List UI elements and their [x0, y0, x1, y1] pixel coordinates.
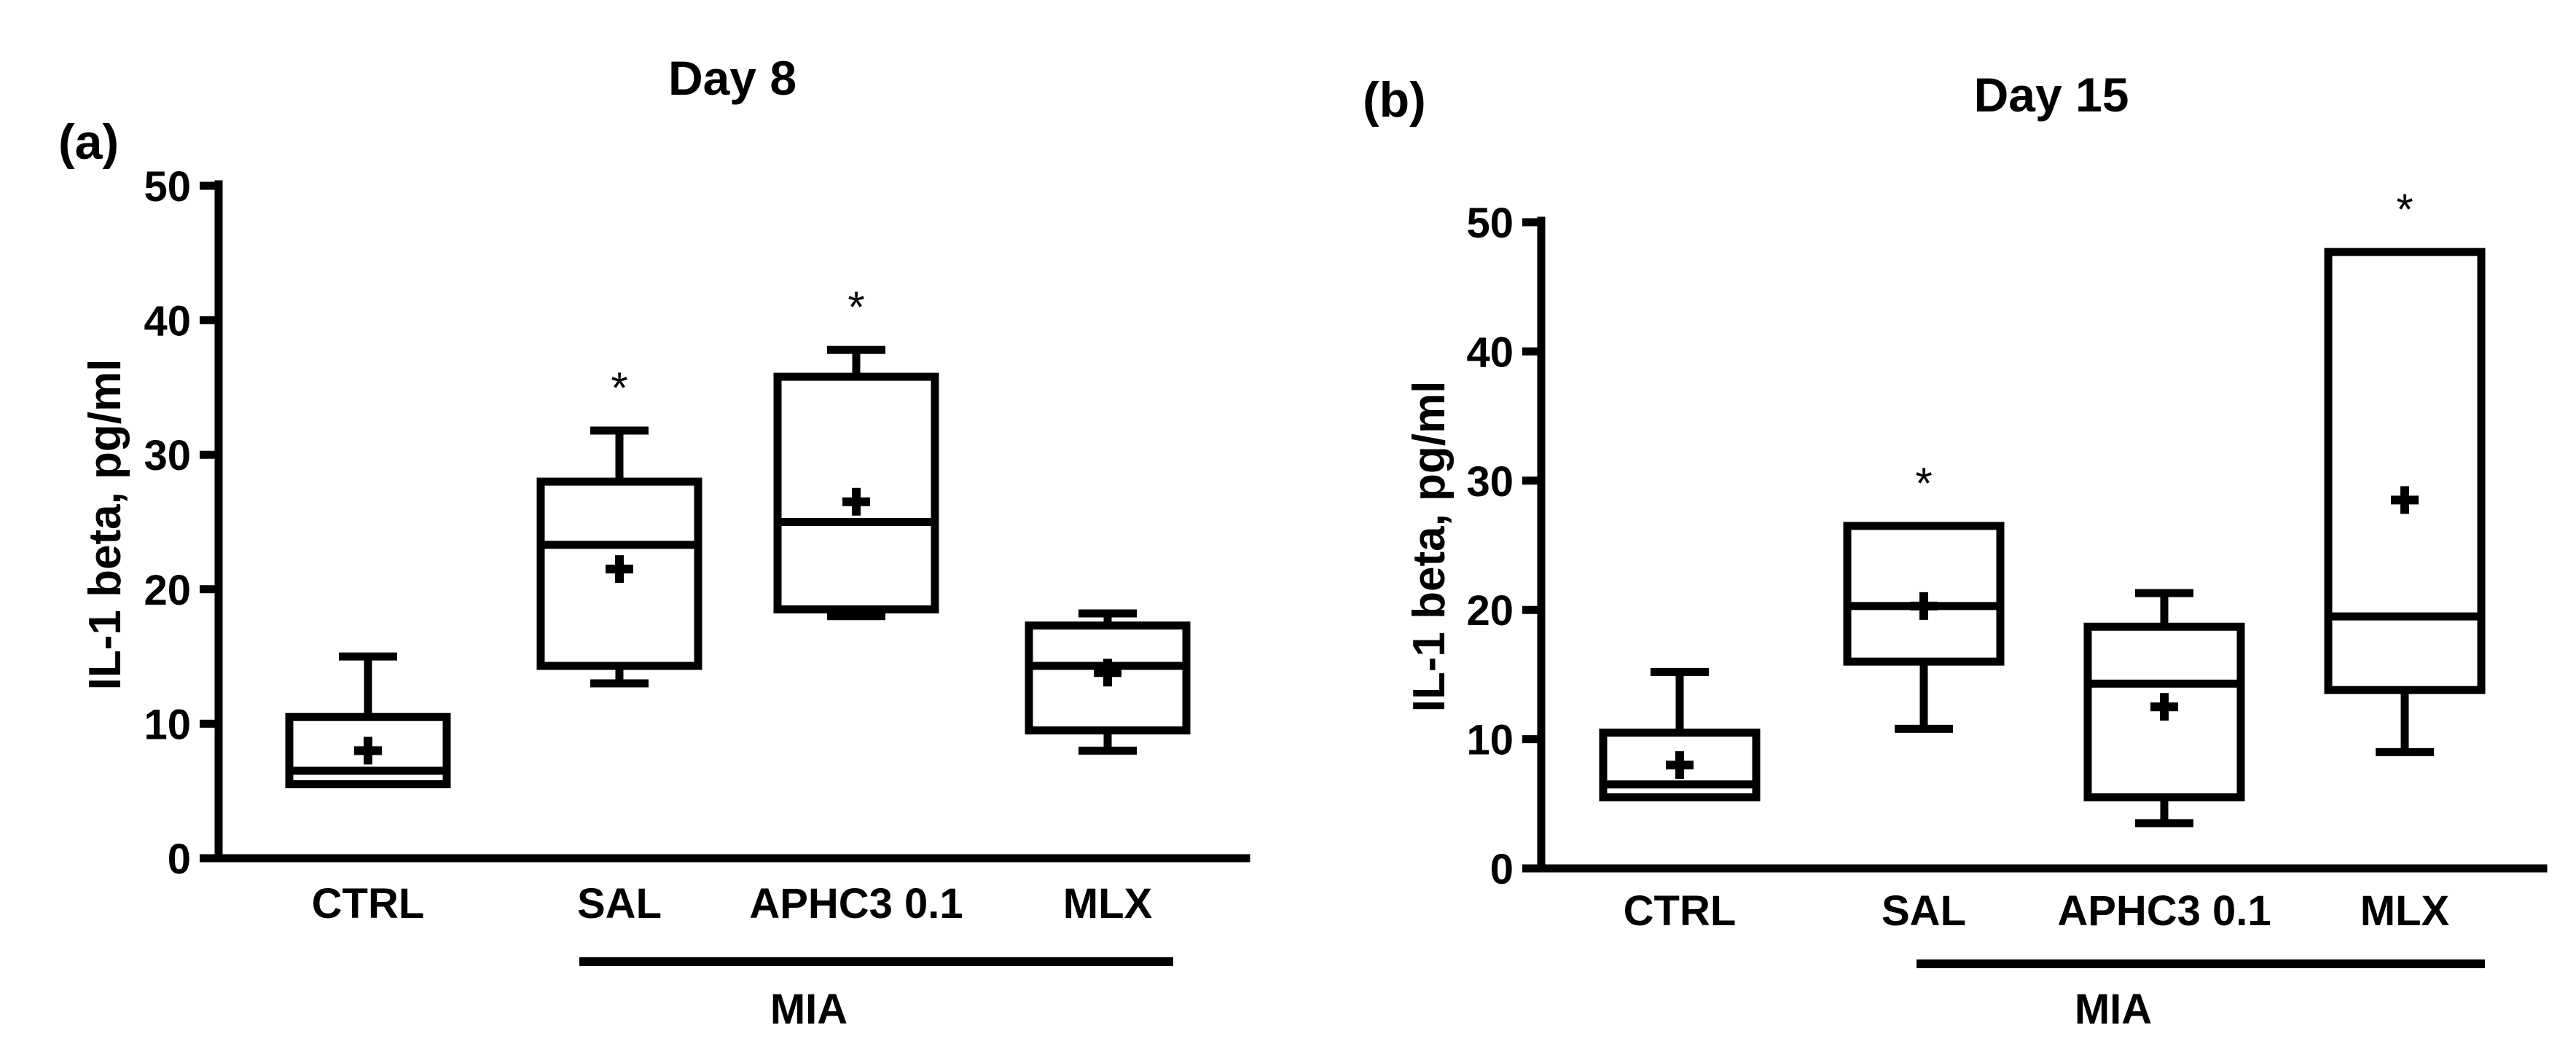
y-tick-label: 0 [1490, 846, 1514, 893]
box-aphc3-0-1 [2083, 589, 2245, 828]
x-tick-label: SAL [577, 880, 662, 927]
box-ctrl [285, 652, 451, 788]
y-tick-label: 20 [1466, 587, 1514, 635]
chart-title: Day 15 [1974, 68, 2129, 122]
y-tick-label: 30 [1466, 458, 1514, 506]
x-tick-label: SAL [1882, 887, 1966, 935]
y-tick-label: 40 [144, 298, 191, 345]
box-aphc3-0-1: * [773, 283, 939, 621]
box-ctrl [1599, 667, 1761, 801]
y-tick-label: 40 [1466, 329, 1514, 376]
y-tick-label: 0 [168, 836, 191, 883]
y-tick-label: 10 [1466, 717, 1514, 764]
box-sal: * [536, 364, 702, 688]
box-iqr [773, 372, 939, 613]
x-tick-labels: CTRL SAL APHC3 0.1 MLX [312, 880, 1153, 927]
group-label: MIA [2075, 986, 2152, 1033]
y-tick-label: 30 [144, 432, 191, 479]
x-tick-label: MLX [1063, 880, 1153, 927]
x-tick-label: APHC3 0.1 [749, 880, 963, 927]
mean-marker [842, 487, 870, 516]
box-mlx: * [2324, 185, 2486, 756]
x-tick-label: APHC3 0.1 [2057, 887, 2271, 935]
y-tick-label: 10 [144, 701, 191, 748]
y-axis-label: IL-1 beta, pg/ml [80, 359, 130, 691]
box-mlx [1025, 609, 1191, 755]
x-tick-label: CTRL [1624, 887, 1737, 935]
chart-title: Day 8 [668, 51, 796, 105]
box-iqr [2324, 248, 2486, 694]
y-tick-label: 20 [144, 567, 191, 614]
significance-marker: * [611, 364, 627, 412]
box-series: ** [1599, 185, 2486, 828]
mean-marker [354, 737, 382, 765]
axes: 0 10 20 30 40 50 [1466, 200, 2548, 968]
axes: 0 10 20 30 40 50 [144, 163, 1250, 966]
y-axis-label: IL-1 beta, pg/ml [1404, 381, 1455, 712]
mean-marker [606, 555, 633, 584]
panel-b: (b) Day 15 IL-1 beta, pg/ml 01020304050 … [1363, 68, 2548, 1033]
mean-marker [2391, 486, 2419, 514]
panel-label: (a) [58, 114, 119, 170]
mean-marker [2150, 693, 2178, 721]
significance-marker: * [1915, 459, 1932, 508]
significance-marker: * [2396, 185, 2413, 234]
box-sal: * [1843, 459, 2005, 733]
x-tick-label: MLX [2360, 887, 2450, 935]
mean-marker [1094, 659, 1121, 687]
significance-marker: * [847, 283, 864, 331]
y-tick-label: 50 [144, 163, 191, 211]
group-label: MIA [770, 986, 847, 1033]
y-tick-label: 50 [1466, 200, 1514, 247]
box-series: ** [285, 283, 1191, 788]
x-tick-label: CTRL [312, 880, 425, 927]
mean-marker [1666, 751, 1694, 780]
panel-label: (b) [1363, 72, 1426, 127]
x-tick-labels: CTRL SAL APHC3 0.1 MLX [1624, 887, 2450, 935]
panel-a: (a) Day 8 IL-1 beta, pg/ml 0 10 20 30 40 50 *… [58, 51, 1250, 1033]
mean-marker [1910, 592, 1938, 620]
